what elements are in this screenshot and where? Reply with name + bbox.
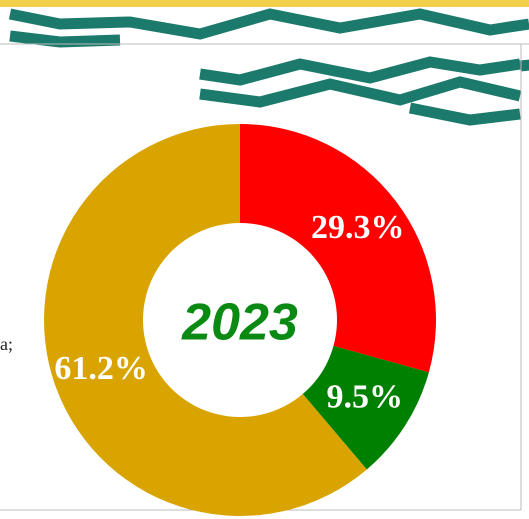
decoration	[8, 8, 529, 126]
side-text: a;	[0, 334, 13, 354]
value-label: 9.5%	[326, 378, 403, 415]
donut	[43, 124, 437, 516]
value-label: 29.3%	[311, 209, 405, 246]
top-bar	[0, 0, 529, 7]
center-label: 2023	[181, 294, 298, 352]
slice	[43, 124, 367, 516]
value-label: 61.2%	[54, 350, 148, 387]
slice	[302, 345, 429, 470]
slice	[240, 124, 437, 373]
